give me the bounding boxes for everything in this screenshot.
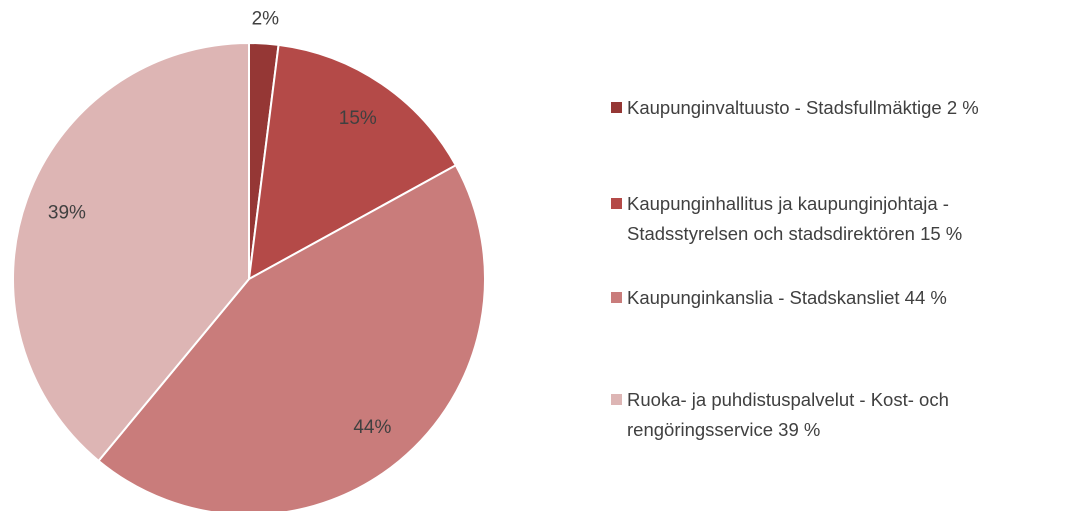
- legend-label: Kaupunginhallitus ja kaupunginjohtaja - …: [627, 193, 963, 244]
- legend-swatch: [611, 102, 622, 113]
- legend-label: Kaupunginvaltuusto - Stadsfullmäktige 2 …: [627, 97, 979, 118]
- legend-label: Ruoka- ja puhdistuspalvelut - Kost- och …: [627, 389, 949, 440]
- legend-item: Kaupunginhallitus ja kaupunginjohtaja - …: [611, 189, 1071, 249]
- pie-slice: [247, 43, 458, 281]
- legend-item: Kaupunginvaltuusto - Stadsfullmäktige 2 …: [611, 93, 1071, 123]
- chart: 2% 15% 44% 39%: [12, 9, 486, 511]
- legend-swatch: [611, 394, 622, 405]
- pie-slice: [12, 41, 250, 463]
- data-label: 15%: [339, 108, 377, 129]
- data-label: 2%: [252, 9, 280, 30]
- legend-swatch: [611, 292, 622, 303]
- legend-swatch: [611, 198, 622, 209]
- legend-item: Ruoka- ja puhdistuspalvelut - Kost- och …: [611, 385, 1071, 445]
- pie-slice: [97, 163, 486, 511]
- legend-label: Kaupunginkanslia - Stadskansliet 44 %: [627, 287, 947, 308]
- legend-item: Kaupunginkanslia - Stadskansliet 44 %: [611, 283, 1071, 313]
- data-label: 44%: [353, 417, 391, 438]
- data-label: 39%: [48, 202, 86, 223]
